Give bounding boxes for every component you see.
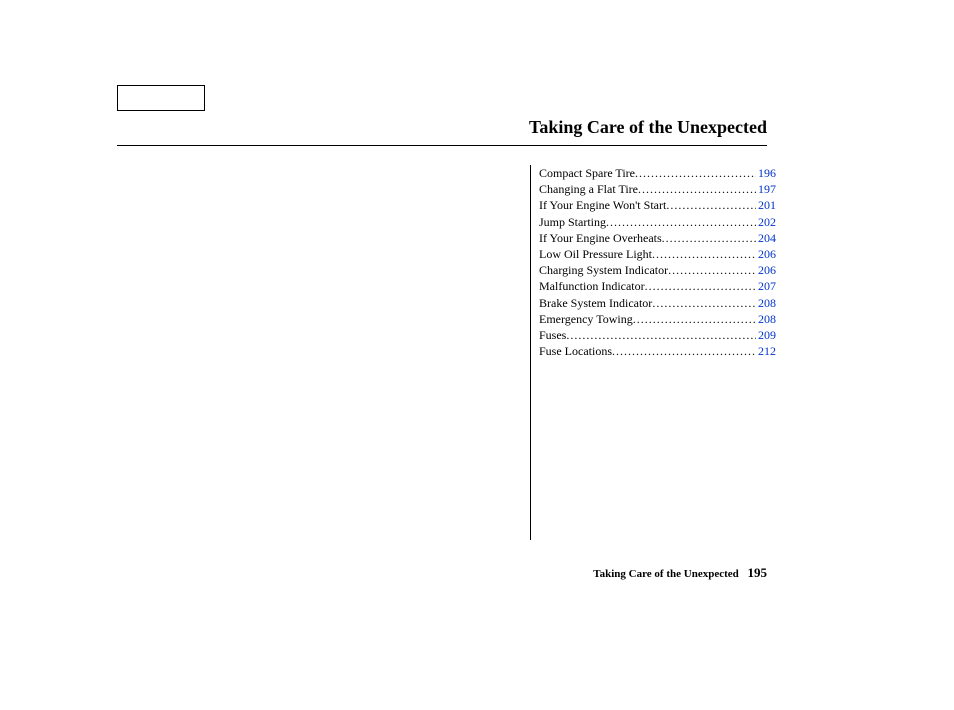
toc-dots bbox=[638, 181, 756, 197]
toc-label: Compact Spare Tire bbox=[539, 165, 635, 181]
toc-dots bbox=[652, 295, 756, 311]
toc-row: Malfunction Indicator 207 bbox=[539, 278, 776, 294]
toc-page-link[interactable]: 196 bbox=[756, 165, 776, 181]
toc-row: Emergency Towing 208 bbox=[539, 311, 776, 327]
toc-page-link[interactable]: 201 bbox=[756, 197, 776, 213]
toc-page-link[interactable]: 208 bbox=[756, 295, 776, 311]
toc-dots bbox=[566, 327, 756, 343]
toc-page-link[interactable]: 204 bbox=[756, 230, 776, 246]
toc-dots bbox=[606, 214, 756, 230]
toc-row: Changing a Flat Tire 197 bbox=[539, 181, 776, 197]
toc-dots bbox=[612, 343, 756, 359]
toc-row: Fuse Locations 212 bbox=[539, 343, 776, 359]
toc-dots bbox=[652, 246, 756, 262]
toc-label: If Your Engine Overheats bbox=[539, 230, 662, 246]
toc-label: Charging System Indicator bbox=[539, 262, 668, 278]
toc-label: Brake System Indicator bbox=[539, 295, 652, 311]
horizontal-rule bbox=[117, 145, 767, 146]
toc-page-link[interactable]: 206 bbox=[756, 262, 776, 278]
toc-row: Brake System Indicator 208 bbox=[539, 295, 776, 311]
toc-column: Compact Spare Tire 196 Changing a Flat T… bbox=[530, 165, 776, 540]
toc-page-link[interactable]: 209 bbox=[756, 327, 776, 343]
toc-dots bbox=[633, 311, 756, 327]
toc-row: Compact Spare Tire 196 bbox=[539, 165, 776, 181]
toc-label: Fuses bbox=[539, 327, 566, 343]
toc-page-link[interactable]: 197 bbox=[756, 181, 776, 197]
toc-page-link[interactable]: 207 bbox=[756, 278, 776, 294]
toc-label: If Your Engine Won't Start bbox=[539, 197, 666, 213]
toc-label: Malfunction Indicator bbox=[539, 278, 645, 294]
toc-page-link[interactable]: 208 bbox=[756, 311, 776, 327]
toc-label: Emergency Towing bbox=[539, 311, 633, 327]
toc-row: If Your Engine Overheats 204 bbox=[539, 230, 776, 246]
toc-dots bbox=[668, 262, 756, 278]
toc-dots bbox=[645, 278, 756, 294]
toc-page-link[interactable]: 206 bbox=[756, 246, 776, 262]
toc-row: Jump Starting 202 bbox=[539, 214, 776, 230]
toc-label: Changing a Flat Tire bbox=[539, 181, 638, 197]
page-title: Taking Care of the Unexpected bbox=[529, 117, 767, 138]
footer-page-number: 195 bbox=[748, 565, 768, 580]
toc-dots bbox=[635, 165, 756, 181]
page-footer: Taking Care of the Unexpected 195 bbox=[593, 565, 767, 581]
toc-row: If Your Engine Won't Start 201 bbox=[539, 197, 776, 213]
toc-row: Low Oil Pressure Light 206 bbox=[539, 246, 776, 262]
toc-label: Fuse Locations bbox=[539, 343, 612, 359]
toc-row: Charging System Indicator 206 bbox=[539, 262, 776, 278]
toc-page-link[interactable]: 202 bbox=[756, 214, 776, 230]
toc-row: Fuses 209 bbox=[539, 327, 776, 343]
toc-page-link[interactable]: 212 bbox=[756, 343, 776, 359]
toc-label: Low Oil Pressure Light bbox=[539, 246, 652, 262]
toc-dots bbox=[662, 230, 756, 246]
footer-section: Taking Care of the Unexpected bbox=[593, 568, 738, 580]
tab-box bbox=[117, 85, 205, 111]
toc-dots bbox=[666, 197, 756, 213]
toc-label: Jump Starting bbox=[539, 214, 606, 230]
